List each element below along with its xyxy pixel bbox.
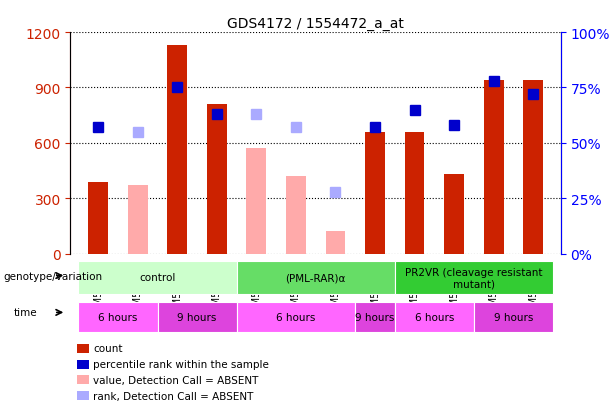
Text: 6 hours: 6 hours	[98, 312, 138, 322]
Bar	[128, 186, 148, 254]
Bar	[286, 177, 306, 254]
Title: GDS4172 / 1554472_a_at: GDS4172 / 1554472_a_at	[227, 17, 404, 31]
Bar	[524, 81, 543, 254]
Bar	[326, 232, 345, 254]
Bar	[167, 46, 187, 254]
Bar	[395, 261, 553, 294]
Bar	[237, 261, 395, 294]
Bar	[474, 302, 553, 332]
Bar	[237, 302, 356, 332]
Bar	[444, 175, 464, 254]
Text: 9 hours: 9 hours	[356, 312, 395, 322]
Text: PR2VR (cleavage resistant
mutant): PR2VR (cleavage resistant mutant)	[405, 267, 543, 289]
Text: count: count	[93, 344, 123, 354]
Text: value, Detection Call = ABSENT: value, Detection Call = ABSENT	[93, 375, 259, 385]
Bar	[158, 302, 237, 332]
Text: genotype/variation: genotype/variation	[3, 271, 102, 281]
Text: time: time	[13, 308, 37, 318]
Bar	[207, 105, 227, 254]
Bar	[395, 302, 474, 332]
Text: control: control	[139, 273, 176, 283]
Text: (PML-RAR)α: (PML-RAR)α	[286, 273, 346, 283]
Text: percentile rank within the sample: percentile rank within the sample	[93, 359, 269, 369]
Text: 6 hours: 6 hours	[276, 312, 316, 322]
Text: 9 hours: 9 hours	[177, 312, 217, 322]
Text: 6 hours: 6 hours	[414, 312, 454, 322]
Bar	[78, 261, 237, 294]
Text: 9 hours: 9 hours	[493, 312, 533, 322]
Bar	[405, 133, 424, 254]
Text: rank, Detection Call = ABSENT: rank, Detection Call = ABSENT	[93, 391, 254, 401]
Bar	[356, 302, 395, 332]
Bar	[78, 302, 158, 332]
Bar	[246, 149, 266, 254]
Bar	[88, 182, 108, 254]
Bar	[365, 133, 385, 254]
Bar	[484, 81, 503, 254]
